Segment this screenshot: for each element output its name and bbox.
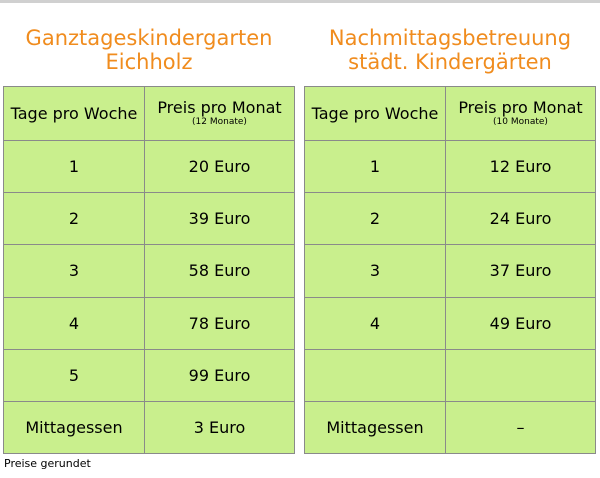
right-title-line1: Nachmittagsbetreuung <box>328 26 572 50</box>
left-header-row: Tage pro Woche Preis pro Monat (12 Monat… <box>3 85 295 142</box>
right-meal-row: Mittagessen – <box>304 400 596 455</box>
left-title-line1: Ganztageskindergarten <box>25 26 273 50</box>
left-days-cell: 2 <box>3 192 145 246</box>
right-price-cell: 49 Euro <box>445 296 596 350</box>
table-row: 5 99 Euro <box>3 348 295 402</box>
right-meal-label: Mittagessen <box>304 400 446 455</box>
right-price-cell: 37 Euro <box>445 244 596 298</box>
left-days-cell: 1 <box>3 140 145 194</box>
top-divider <box>0 0 600 3</box>
left-price-cell: 58 Euro <box>144 244 295 298</box>
right-days-cell: 4 <box>304 296 446 350</box>
left-header-price-label: Preis pro Monat <box>157 98 282 118</box>
left-header-price-note: (12 Monate) <box>192 117 247 128</box>
left-header-days-label: Tage pro Woche <box>10 103 138 123</box>
table-row: 4 49 Euro <box>304 296 596 350</box>
left-panel-title: Ganztageskindergarten Eichholz <box>4 26 294 74</box>
left-price-table: Tage pro Woche Preis pro Monat (12 Monat… <box>3 85 295 455</box>
right-header-days: Tage pro Woche <box>304 85 446 142</box>
right-meal-price: – <box>445 400 596 455</box>
left-days-cell: 5 <box>3 348 145 402</box>
right-header-price: Preis pro Monat (10 Monate) <box>445 85 596 142</box>
right-header-row: Tage pro Woche Preis pro Monat (10 Monat… <box>304 85 596 142</box>
right-price-table: Tage pro Woche Preis pro Monat (10 Monat… <box>304 85 596 455</box>
left-days-cell: 4 <box>3 296 145 350</box>
right-days-cell <box>304 348 446 402</box>
left-price-cell: 99 Euro <box>144 348 295 402</box>
left-title-line2: Eichholz <box>105 50 193 74</box>
left-price-cell: 78 Euro <box>144 296 295 350</box>
right-days-cell: 2 <box>304 192 446 246</box>
right-panel-title: Nachmittagsbetreuung städt. Kindergärten <box>305 26 595 74</box>
left-days-cell: 3 <box>3 244 145 298</box>
table-row: 1 20 Euro <box>3 140 295 194</box>
left-meal-row: Mittagessen 3 Euro <box>3 400 295 455</box>
left-meal-price: 3 Euro <box>144 400 295 455</box>
right-days-cell: 3 <box>304 244 446 298</box>
left-price-cell: 20 Euro <box>144 140 295 194</box>
table-row: 3 37 Euro <box>304 244 596 298</box>
left-price-cell: 39 Euro <box>144 192 295 246</box>
left-header-days: Tage pro Woche <box>3 85 145 142</box>
right-title-line2: städt. Kindergärten <box>348 50 552 74</box>
table-row: 3 58 Euro <box>3 244 295 298</box>
left-header-price: Preis pro Monat (12 Monate) <box>144 85 295 142</box>
footnote: Preise gerundet <box>4 457 91 470</box>
table-row: 4 78 Euro <box>3 296 295 350</box>
table-row: 1 12 Euro <box>304 140 596 194</box>
right-price-cell <box>445 348 596 402</box>
right-days-cell: 1 <box>304 140 446 194</box>
right-header-price-note: (10 Monate) <box>493 117 548 128</box>
right-price-cell: 12 Euro <box>445 140 596 194</box>
table-row <box>304 348 596 402</box>
table-row: 2 24 Euro <box>304 192 596 246</box>
right-header-days-label: Tage pro Woche <box>311 103 439 123</box>
table-row: 2 39 Euro <box>3 192 295 246</box>
left-meal-label: Mittagessen <box>3 400 145 455</box>
right-header-price-label: Preis pro Monat <box>458 98 583 118</box>
right-price-cell: 24 Euro <box>445 192 596 246</box>
